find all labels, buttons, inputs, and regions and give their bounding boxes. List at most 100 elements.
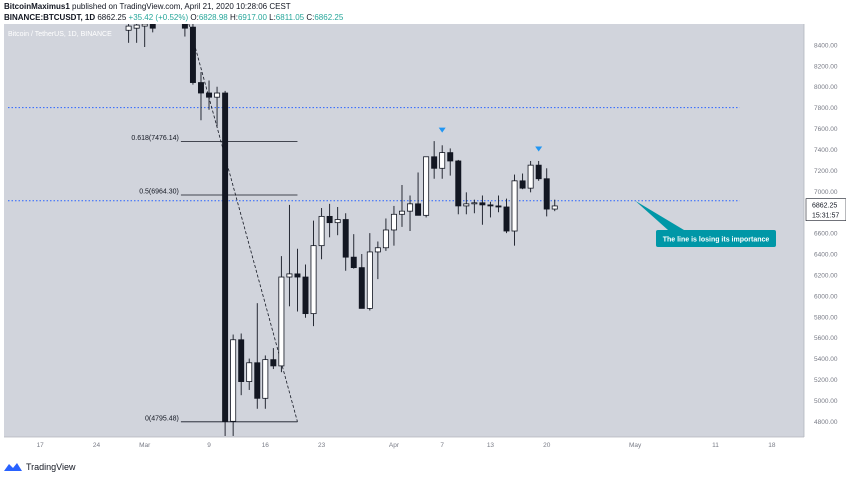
candle-body: [487, 204, 494, 207]
plot-area: Bitcoin / TetherUS, 1D, BINANCE 0.618(747…: [8, 24, 776, 436]
symbol-label: BINANCE:BTCUSDT, 1D: [4, 13, 96, 22]
candle-body: [133, 24, 140, 29]
tradingview-logo-icon: [4, 463, 22, 471]
candle-body: [511, 180, 518, 232]
y-tick-label: 5800.00: [814, 314, 838, 321]
candle-body: [198, 82, 204, 94]
candle-body: [141, 24, 148, 27]
candle-body: [286, 273, 293, 278]
candle-body: [181, 24, 188, 29]
close-label: C:: [306, 13, 315, 22]
candle-body: [495, 205, 502, 208]
candle-body: [479, 202, 486, 206]
candle-body: [535, 164, 542, 180]
fib-level-label: 0(4795.48): [145, 415, 179, 422]
y-tick-label: 7000.00: [814, 189, 838, 196]
footer-brand[interactable]: TradingView: [26, 462, 76, 472]
callout-pointer: [635, 200, 684, 230]
y-tick-label: 6200.00: [814, 272, 838, 279]
x-tick-label: Mar: [139, 442, 151, 449]
down-arrow-marker: [535, 146, 543, 152]
candle-body: [382, 229, 389, 249]
candle-body: [278, 276, 285, 367]
candle-body: [519, 180, 526, 189]
candle-body: [350, 256, 357, 269]
candle-body: [358, 267, 365, 309]
publish-info: published on TradingView.com, April 21, …: [72, 2, 291, 11]
x-tick-label: 11: [712, 442, 719, 449]
high-value: 6917.00: [237, 13, 267, 22]
low-value: 6811.05: [275, 13, 305, 22]
price-tag-box: [805, 198, 846, 221]
y-tick-label: 5200.00: [814, 377, 838, 384]
candle-body: [318, 215, 325, 247]
candle-body: [294, 273, 301, 278]
chart-title: Bitcoin / TetherUS, 1D, BINANCE: [8, 31, 112, 38]
author-name[interactable]: BitcoinMaximus1: [4, 2, 70, 11]
x-tick-label: 13: [487, 442, 495, 449]
candle-body: [463, 203, 470, 207]
price-tag-value: 6862.25: [812, 203, 837, 210]
candle-body: [415, 203, 422, 216]
x-tick-label: 17: [37, 442, 45, 449]
candle-body: [246, 362, 253, 382]
open-label: O:: [190, 13, 199, 22]
y-tick-label: 5600.00: [814, 335, 838, 342]
candle-body: [270, 359, 277, 367]
candle-body: [503, 206, 510, 232]
x-tick-label: 9: [207, 442, 211, 449]
candle-body: [206, 92, 212, 98]
x-tick-label: Apr: [389, 442, 400, 449]
candle-body: [326, 215, 333, 224]
candle-body: [125, 25, 132, 31]
candle-body: [374, 247, 381, 253]
candle-body: [455, 160, 462, 207]
candle-body: [399, 210, 405, 215]
candle-body: [390, 213, 397, 231]
y-tick-label: 5000.00: [814, 398, 838, 405]
candle-body: [527, 164, 534, 189]
candle-body: [254, 362, 261, 399]
publish-line: BitcoinMaximus1 published on TradingView…: [4, 1, 291, 12]
candle-body: [342, 219, 349, 258]
y-tick-label: 7600.00: [814, 126, 838, 133]
chart-header: BitcoinMaximus1 published on TradingView…: [4, 0, 846, 24]
last-price: 6862.25: [97, 13, 127, 22]
price-change: +35.42 (+0.52%): [128, 13, 189, 22]
y-tick-label: 7200.00: [814, 168, 838, 175]
callout-text: The line is losing its importance: [663, 237, 770, 244]
fib-level-label: 0.5(6964.30): [139, 189, 179, 196]
candle-body: [447, 152, 454, 162]
x-tick-label: 20: [543, 442, 551, 449]
low-label: L:: [269, 13, 276, 22]
y-tick-label: 8400.00: [814, 42, 838, 49]
fib-level-label: 0.618(7476.14): [131, 135, 178, 142]
candle-body: [230, 339, 237, 422]
x-tick-label: 24: [93, 442, 101, 449]
candle-body: [334, 219, 341, 224]
candle-body: [302, 276, 309, 315]
candle-body: [238, 339, 245, 382]
y-tick-label: 7800.00: [814, 105, 838, 112]
x-tick-label: 16: [262, 442, 270, 449]
x-tick-label: 23: [318, 442, 326, 449]
candle-body: [439, 152, 446, 169]
y-tick-label: 5400.00: [814, 356, 838, 363]
down-arrow-marker: [438, 127, 446, 133]
ohlc-line: BINANCE:BTCUSDT, 1D 6862.25 +35.42 (+0.5…: [4, 12, 343, 23]
candle-body: [222, 92, 229, 422]
y-tick-label: 8000.00: [814, 84, 838, 91]
candle-body: [189, 26, 196, 83]
high-label: H:: [229, 13, 238, 22]
y-tick-label: 6600.00: [814, 231, 838, 238]
candle-body: [551, 205, 558, 210]
candle-body: [262, 359, 269, 399]
x-tick-label: 7: [440, 442, 444, 449]
candle-body: [407, 203, 414, 212]
candle-body: [471, 202, 478, 205]
y-tick-label: 8200.00: [814, 63, 838, 70]
price-chart[interactable]: Bitcoin / TetherUS, 1D, BINANCE 0.618(747…: [0, 24, 846, 458]
footer: TradingView: [4, 459, 76, 475]
open-value: 6828.98: [198, 13, 228, 22]
x-tick-label: May: [629, 442, 642, 449]
